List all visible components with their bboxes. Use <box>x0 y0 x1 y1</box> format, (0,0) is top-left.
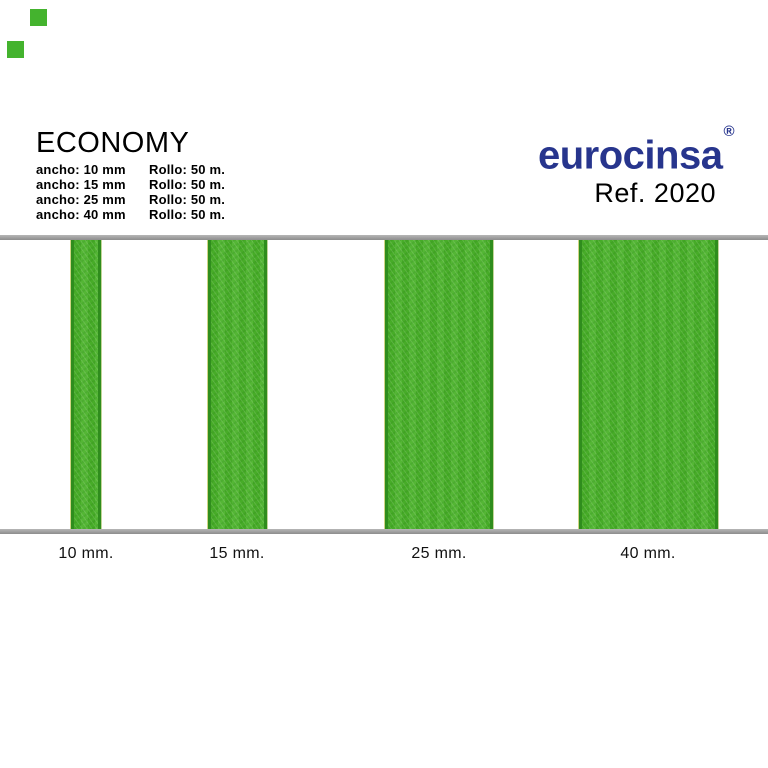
display-rail-bottom <box>0 529 768 534</box>
spec-row: ancho: 10 mm Rollo: 50 m. <box>36 162 225 177</box>
spec-row: ancho: 15 mm Rollo: 50 m. <box>36 177 225 192</box>
spec-roll-length: Rollo: 50 m. <box>149 207 226 222</box>
ribbon-sample-40mm <box>579 237 718 532</box>
ribbon-width-label-10mm: 10 mm. <box>58 545 114 562</box>
color-swatch-top <box>30 9 47 26</box>
product-reference: Ref. 2020 <box>594 178 716 209</box>
brand-logo: eurocinsa® <box>537 123 735 178</box>
brand-block: eurocinsa® Ref. 2020 <box>537 123 735 209</box>
ribbon-sample-25mm <box>385 237 493 532</box>
spec-width: ancho: 15 mm <box>36 177 126 192</box>
display-rail-top <box>0 235 768 240</box>
product-header: ECONOMY ancho: 10 mm Rollo: 50 m. ancho:… <box>36 127 225 222</box>
product-series-title: ECONOMY <box>36 127 190 159</box>
ribbon-sample-10mm <box>71 237 101 532</box>
spec-row: ancho: 25 mm Rollo: 50 m. <box>36 192 225 207</box>
ribbon-sample-15mm <box>208 237 267 532</box>
spec-width: ancho: 40 mm <box>36 207 126 222</box>
spec-roll-length: Rollo: 50 m. <box>149 162 226 177</box>
brand-logo-text: eurocinsa <box>537 133 723 178</box>
spec-roll-length: Rollo: 50 m. <box>149 177 226 192</box>
ribbon-width-label-25mm: 25 mm. <box>411 545 467 562</box>
spec-width: ancho: 10 mm <box>36 162 126 177</box>
ribbon-width-label-15mm: 15 mm. <box>209 545 265 562</box>
spec-width: ancho: 25 mm <box>36 192 126 207</box>
color-swatch-left <box>7 41 24 58</box>
ribbon-width-label-40mm: 40 mm. <box>620 545 676 562</box>
spec-list: ancho: 10 mm Rollo: 50 m. ancho: 15 mm R… <box>36 162 225 222</box>
registered-trademark-icon: ® <box>723 123 734 140</box>
spec-roll-length: Rollo: 50 m. <box>149 192 226 207</box>
spec-row: ancho: 40 mm Rollo: 50 m. <box>36 207 225 222</box>
